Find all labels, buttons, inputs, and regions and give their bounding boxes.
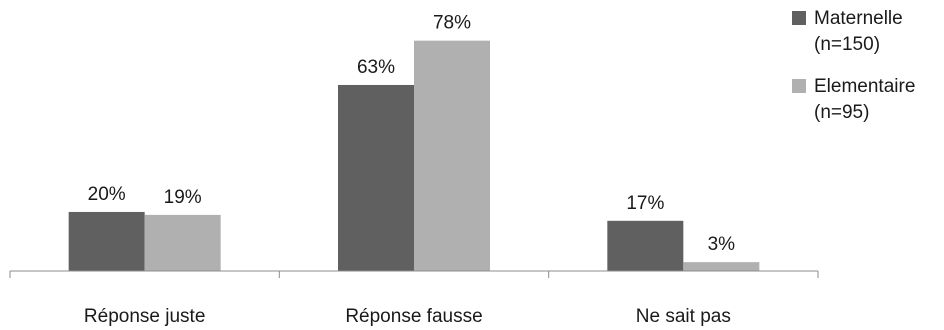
bar-maternelle-1 <box>338 84 414 271</box>
bar-maternelle-0 <box>68 211 145 271</box>
legend: Maternelle (n=150) Elementaire (n=95) <box>792 6 915 142</box>
legend-item-elementaire: Elementaire (n=95) <box>792 74 915 126</box>
data-label: 78% <box>433 13 471 34</box>
data-label: 17% <box>626 193 664 214</box>
legend-item-maternelle: Maternelle (n=150) <box>792 6 915 58</box>
legend-label-line: Elementaire <box>814 76 916 97</box>
legend-label-elementaire: Elementaire (n=95) <box>814 74 915 126</box>
bar-elementaire-0 <box>144 214 221 271</box>
bars-group <box>68 40 760 271</box>
data-label: 20% <box>88 184 126 205</box>
bar-maternelle-2 <box>607 220 684 271</box>
legend-swatch-elementaire <box>792 79 806 93</box>
x-axis <box>9 270 819 278</box>
x-tick-label: Réponse fausse <box>345 306 482 327</box>
bar-elementaire-2 <box>683 262 760 271</box>
legend-label-line: Maternelle <box>814 8 903 29</box>
legend-label-line: (n=150) <box>814 34 881 55</box>
data-label: 3% <box>708 234 736 255</box>
bar-elementaire-1 <box>414 40 490 271</box>
data-label: 19% <box>164 187 202 208</box>
legend-label-line: (n=95) <box>814 102 870 123</box>
x-tick-label: Ne sait pas <box>636 306 731 327</box>
x-tick-label: Réponse juste <box>84 306 205 327</box>
legend-label-maternelle: Maternelle (n=150) <box>814 6 903 58</box>
data-label: 63% <box>357 57 395 78</box>
legend-swatch-maternelle <box>792 11 806 25</box>
labels-group: 20% 19% Réponse juste 63% 78% Réponse fausse 1… <box>84 13 735 327</box>
